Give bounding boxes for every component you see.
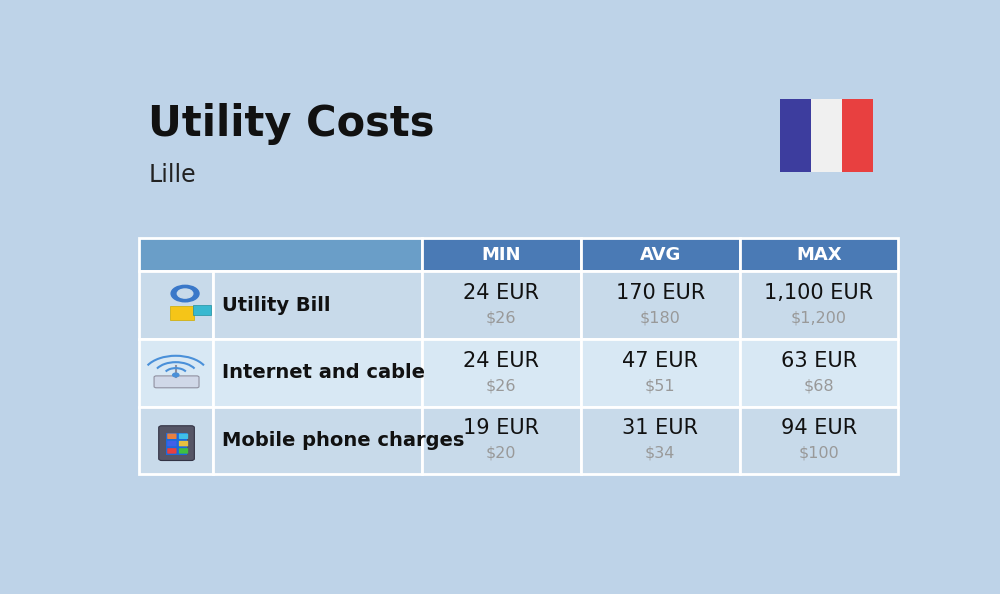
FancyBboxPatch shape: [780, 99, 811, 172]
FancyBboxPatch shape: [167, 434, 177, 439]
Text: 24 EUR: 24 EUR: [463, 283, 539, 303]
Text: $180: $180: [640, 310, 681, 326]
FancyBboxPatch shape: [139, 238, 422, 271]
Text: $34: $34: [645, 446, 675, 461]
FancyBboxPatch shape: [581, 406, 740, 474]
Text: $100: $100: [799, 446, 839, 461]
FancyBboxPatch shape: [167, 441, 177, 446]
FancyBboxPatch shape: [740, 406, 898, 474]
FancyBboxPatch shape: [422, 238, 581, 271]
Text: 47 EUR: 47 EUR: [622, 351, 698, 371]
FancyBboxPatch shape: [842, 99, 873, 172]
FancyBboxPatch shape: [740, 339, 898, 406]
Text: Mobile phone charges: Mobile phone charges: [222, 431, 464, 450]
FancyBboxPatch shape: [422, 406, 581, 474]
Text: 170 EUR: 170 EUR: [616, 283, 705, 303]
FancyBboxPatch shape: [139, 271, 213, 339]
Circle shape: [171, 285, 199, 302]
FancyBboxPatch shape: [179, 448, 188, 454]
Circle shape: [177, 289, 193, 298]
Circle shape: [173, 373, 179, 377]
FancyBboxPatch shape: [139, 406, 213, 474]
Text: $1,200: $1,200: [791, 310, 847, 326]
Text: AVG: AVG: [639, 246, 681, 264]
FancyBboxPatch shape: [422, 339, 581, 406]
FancyBboxPatch shape: [154, 376, 199, 388]
Text: Utility Costs: Utility Costs: [148, 103, 435, 146]
FancyBboxPatch shape: [213, 339, 422, 406]
Text: 1,100 EUR: 1,100 EUR: [764, 283, 874, 303]
Text: Utility Bill: Utility Bill: [222, 295, 330, 314]
FancyBboxPatch shape: [740, 238, 898, 271]
Text: $51: $51: [645, 378, 675, 393]
Text: 31 EUR: 31 EUR: [622, 419, 698, 438]
FancyBboxPatch shape: [179, 441, 188, 446]
Text: $26: $26: [486, 310, 517, 326]
FancyBboxPatch shape: [213, 406, 422, 474]
FancyBboxPatch shape: [179, 434, 188, 439]
FancyBboxPatch shape: [159, 426, 194, 460]
FancyBboxPatch shape: [581, 238, 740, 271]
Text: $20: $20: [486, 446, 517, 461]
Text: MIN: MIN: [482, 246, 521, 264]
Text: $68: $68: [804, 378, 834, 393]
Text: 19 EUR: 19 EUR: [463, 419, 539, 438]
FancyBboxPatch shape: [167, 448, 177, 454]
FancyBboxPatch shape: [740, 271, 898, 339]
Text: Lille: Lille: [148, 163, 196, 187]
FancyBboxPatch shape: [422, 271, 581, 339]
FancyBboxPatch shape: [213, 271, 422, 339]
Text: Internet and cable: Internet and cable: [222, 363, 425, 382]
FancyBboxPatch shape: [581, 271, 740, 339]
FancyBboxPatch shape: [811, 99, 842, 172]
FancyBboxPatch shape: [139, 339, 213, 406]
FancyBboxPatch shape: [170, 307, 194, 320]
FancyBboxPatch shape: [193, 305, 211, 315]
Text: 63 EUR: 63 EUR: [781, 351, 857, 371]
Text: MAX: MAX: [796, 246, 842, 264]
Text: 94 EUR: 94 EUR: [781, 419, 857, 438]
FancyBboxPatch shape: [166, 432, 187, 456]
FancyBboxPatch shape: [581, 339, 740, 406]
Text: $26: $26: [486, 378, 517, 393]
Text: 24 EUR: 24 EUR: [463, 351, 539, 371]
